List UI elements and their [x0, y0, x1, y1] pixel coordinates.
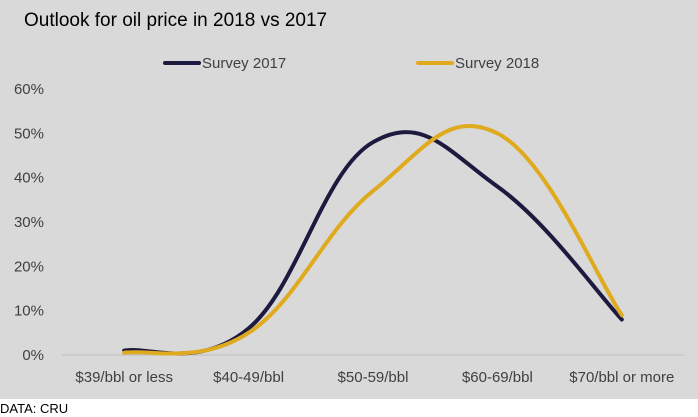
- x-tick-label: $60-69/bbl: [462, 369, 533, 386]
- y-tick-label: 30%: [14, 214, 44, 231]
- y-tick-label: 60%: [14, 81, 44, 98]
- y-tick-label: 40%: [14, 170, 44, 187]
- chart-title: Outlook for oil price in 2018 vs 2017: [24, 10, 328, 31]
- y-tick-label: 50%: [14, 125, 44, 142]
- y-tick-label: 20%: [14, 258, 44, 275]
- legend-label: Survey 2017: [202, 55, 286, 72]
- x-tick-label: $40-49/bbl: [213, 369, 284, 386]
- legend-label: Survey 2018: [455, 55, 539, 72]
- x-tick-label: $50-59/bbl: [338, 369, 409, 386]
- series-lines: [122, 124, 624, 356]
- legend: Survey 2017 Survey 2018: [163, 55, 539, 72]
- series-line-2: [122, 124, 624, 356]
- y-tick-label: 10%: [14, 303, 44, 320]
- x-tick-label: $70/bbl or more: [569, 369, 674, 386]
- series-line-1: [122, 130, 624, 356]
- line-chart: 0% 10% 20% 30% 40% 50% 60% $39/bbl or less $40-…: [14, 55, 684, 386]
- x-tick-label: $39/bbl or less: [75, 369, 173, 386]
- y-tick-label: 0%: [22, 347, 44, 364]
- chart-panel: Outlook for oil price in 2018 vs 2017 0%…: [0, 0, 698, 399]
- data-source: DATA: CRU: [0, 401, 69, 416]
- x-axis-ticks: $39/bbl or less $40-49/bbl $50-59/bbl $60-6…: [75, 369, 674, 386]
- y-axis-ticks: 0% 10% 20% 30% 40% 50% 60%: [14, 81, 44, 364]
